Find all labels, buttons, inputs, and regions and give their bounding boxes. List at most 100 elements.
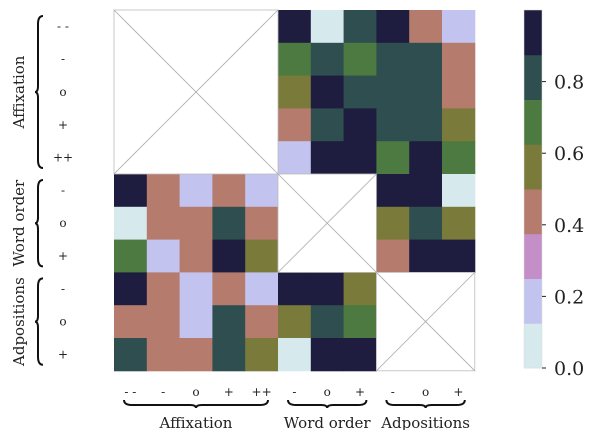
heatmap-cell-r6-c1 xyxy=(146,206,181,241)
colorbar-tick-label-4: 0.8 xyxy=(554,72,584,94)
col-tick-label-2: o xyxy=(192,385,199,399)
heatmap-cell-r7-c9 xyxy=(409,239,443,273)
heatmap-cell-r3-c6 xyxy=(310,108,345,142)
colorbar-segment-6 xyxy=(524,54,542,100)
heatmap-cell-r6-c10 xyxy=(442,206,476,241)
row-group-label-2: Adpositions xyxy=(10,277,28,367)
col-group-label-2: Adpositions xyxy=(380,414,470,430)
col-tick-label-4: ++ xyxy=(252,385,272,399)
diagonal-block-1-cross-b xyxy=(277,173,377,273)
heatmap-cell-r7-c3 xyxy=(212,239,246,273)
colorbar-segment-1 xyxy=(524,278,542,324)
colorbar-segment-3 xyxy=(524,189,542,235)
heatmap-cell-r1-c9 xyxy=(409,42,443,77)
heatmap-cell-r3-c10 xyxy=(442,108,476,142)
heatmap-cell-r0-c5 xyxy=(278,10,312,44)
heatmap-cell-r6-c3 xyxy=(212,206,246,241)
heatmap-cell-r4-c9 xyxy=(409,141,443,175)
heatmap-cell-r1-c6 xyxy=(310,42,345,77)
heatmap-cell-r5-c10 xyxy=(442,174,476,208)
heatmap-cell-r4-c7 xyxy=(343,141,377,175)
heatmap-cell-r9-c1 xyxy=(146,305,181,339)
heatmap-cell-r7-c4 xyxy=(245,239,279,273)
heatmap-cell-r7-c2 xyxy=(179,239,213,273)
heatmap-cell-r2-c9 xyxy=(409,75,443,109)
heatmap-cell-r9-c5 xyxy=(278,305,312,339)
row-tick-label-7: + xyxy=(58,249,68,263)
colorbar-tick-label-0: 0.0 xyxy=(554,358,584,380)
col-tick-label-10: + xyxy=(453,385,463,399)
col-tick-label-3: + xyxy=(224,385,234,399)
row-tick-label-5: - xyxy=(61,183,65,197)
heatmap-cell-r1-c5 xyxy=(278,42,312,77)
heatmap-cell-r5-c9 xyxy=(409,174,443,208)
heatmap-cell-r9-c0 xyxy=(114,305,148,339)
heatmap-cell-r7-c8 xyxy=(376,239,410,273)
colorbar-segment-0 xyxy=(524,323,542,369)
heatmap-cell-r8-c3 xyxy=(212,272,246,306)
heatmap-cell-r3-c5 xyxy=(278,108,312,142)
row-tick-label-2: o xyxy=(59,85,66,99)
heatmap-cell-r0-c10 xyxy=(442,10,476,44)
colorbar-segment-2 xyxy=(524,233,542,279)
heatmap-cell-r8-c0 xyxy=(114,272,148,306)
col-group-brace-1 xyxy=(287,399,368,409)
row-group-label-1: Word order xyxy=(10,179,28,267)
heatmap-cell-r6-c2 xyxy=(179,206,213,241)
heatmap-cell-r9-c4 xyxy=(245,305,279,339)
col-tick-label-1: - xyxy=(161,385,165,399)
heatmap-cell-r5-c2 xyxy=(179,174,213,208)
heatmap-cell-r0-c9 xyxy=(409,10,443,44)
heatmap-cell-r10-c4 xyxy=(245,338,279,372)
heatmap-cell-r9-c6 xyxy=(310,305,345,339)
colorbar-segment-7 xyxy=(524,10,542,56)
heatmap-cell-r2-c8 xyxy=(376,75,410,109)
heatmap-cell-r2-c5 xyxy=(278,75,312,109)
diagonal-block-2-cross-b xyxy=(376,272,476,372)
col-tick-label-0: - - xyxy=(124,385,136,399)
heatmap-cell-r6-c0 xyxy=(114,206,148,241)
heatmap-cell-r6-c8 xyxy=(376,206,410,241)
col-tick-label-7: + xyxy=(355,385,365,399)
row-group-brace-0 xyxy=(34,15,44,169)
heatmap-cell-r10-c1 xyxy=(146,338,181,372)
heatmap-cell-r0-c8 xyxy=(376,10,410,44)
heatmap-cell-r5-c4 xyxy=(245,174,279,208)
colorbar-frame xyxy=(523,9,543,369)
diagonal-block-0-cross-b xyxy=(113,9,279,175)
row-group-label-0: Affixation xyxy=(10,55,28,129)
row-tick-label-4: ++ xyxy=(53,151,73,165)
heatmap-cell-r4-c5 xyxy=(278,141,312,175)
row-tick-label-1: - xyxy=(61,52,65,66)
heatmap-cell-r2-c7 xyxy=(343,75,377,109)
heatmap-cell-r9-c7 xyxy=(343,305,377,339)
heatmap-cell-r4-c8 xyxy=(376,141,410,175)
heatmap-cell-r8-c1 xyxy=(146,272,181,306)
heatmap-cell-r5-c8 xyxy=(376,174,410,208)
row-group-brace-1 xyxy=(34,179,44,268)
col-group-brace-0 xyxy=(123,399,269,409)
heatmap-cell-r8-c2 xyxy=(179,272,213,306)
heatmap-cell-r8-c5 xyxy=(278,272,312,306)
colorbar-segment-4 xyxy=(524,144,542,190)
heatmap-cell-r5-c3 xyxy=(212,174,246,208)
heatmap-cell-r9-c2 xyxy=(179,305,213,339)
col-group-label-1: Word order xyxy=(284,414,372,430)
colorbar-tick-label-3: 0.6 xyxy=(554,143,584,165)
heatmap-cell-r9-c3 xyxy=(212,305,246,339)
heatmap-cell-r7-c10 xyxy=(442,239,476,273)
row-tick-label-0: - - xyxy=(57,19,69,33)
heatmap-cell-r3-c8 xyxy=(376,108,410,142)
heatmap-cell-r0-c6 xyxy=(310,10,345,44)
heatmap-cell-r10-c5 xyxy=(278,338,312,372)
heatmap-cell-r6-c4 xyxy=(245,206,279,241)
heatmap-cell-r1-c8 xyxy=(376,42,410,77)
heatmap-cell-r10-c6 xyxy=(310,338,345,372)
heatmap-cell-r8-c7 xyxy=(343,272,377,306)
heatmap-cell-r4-c6 xyxy=(310,141,345,175)
col-tick-label-9: o xyxy=(422,385,429,399)
heatmap-cell-r10-c2 xyxy=(179,338,213,372)
heatmap-cell-r6-c9 xyxy=(409,206,443,241)
row-tick-label-10: + xyxy=(58,347,68,361)
row-group-brace-2 xyxy=(34,277,44,366)
